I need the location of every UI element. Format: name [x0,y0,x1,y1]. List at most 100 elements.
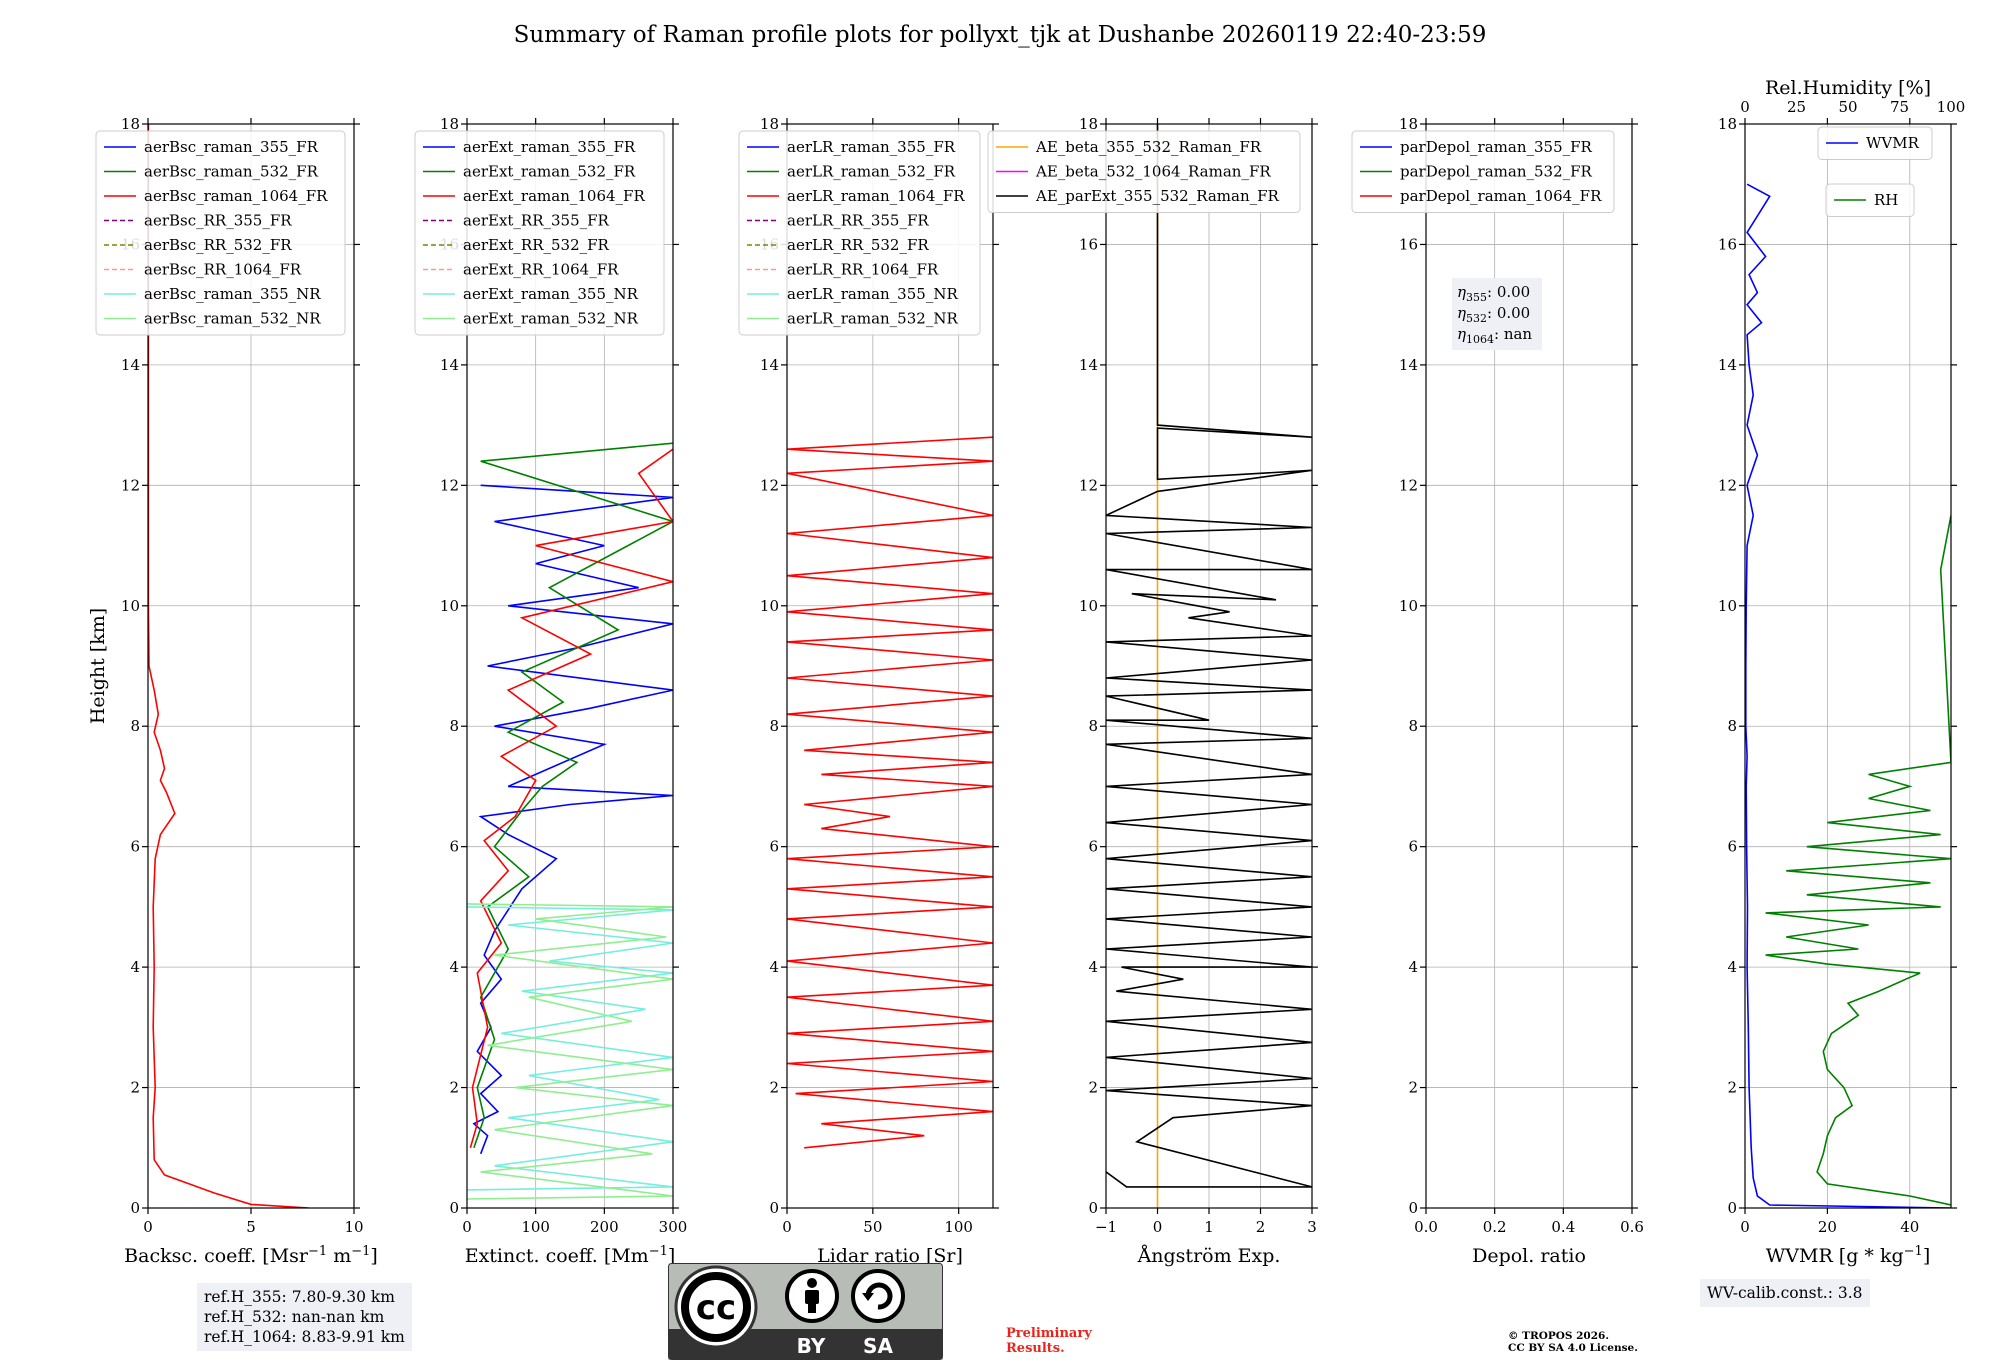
y-tick-label: 4 [449,958,459,976]
legend-label: WVMR [1866,134,1920,152]
eta-532: η532: 0.00 [1457,304,1530,325]
legend-frame [1351,130,1615,213]
y-tick-label: 2 [449,1079,459,1097]
x-tick-label: 300 [659,1218,688,1236]
legend-label: aerExt_raman_355_NR [463,285,639,303]
y-tick-label: 14 [440,356,459,374]
top-x-tick-label: 25 [1787,98,1806,116]
series-line-aerExt_raman_532_FR [473,442,673,1149]
x-tick-label: 0.2 [1483,1218,1507,1236]
x-tick-label: −1 [1095,1218,1117,1236]
legend-label: aerLR_raman_355_FR [787,138,956,156]
series-line-AE_parExt_355_532_Raman_FR [1106,124,1312,1188]
figure-title: Summary of Raman profile plots for polly… [513,22,1487,48]
x-tick-label: 0.0 [1414,1218,1438,1236]
series-group [1745,183,1951,1208]
panel-depol: 0.0 0.2 0.4 0.6 0 2 4 6 8 10 12 14 16 18 Depol. ratio p… [1351,115,1644,1267]
y-tick-label: 10 [760,597,779,615]
y-tick-label: 2 [1727,1079,1737,1097]
y-tick-label: 2 [1088,1079,1098,1097]
y-tick-label: 8 [1727,717,1737,735]
preliminary-line-2: Results. [1006,1341,1065,1356]
y-tick-label: 6 [1408,838,1418,856]
legend-label: aerBsc_raman_1064_FR [144,187,328,205]
copyright-line-1: © TROPOS 2026. [1508,1330,1610,1342]
x-tick-label: 10 [344,1218,363,1236]
y-tick-label: 16 [1399,235,1418,253]
series-line-aerBsc_raman_1064_FR [148,124,309,1208]
series-line-aerExt_raman_532_NR [467,903,673,1200]
x-tick-label: 3 [1307,1218,1317,1236]
legend: WVMR [1817,126,1933,160]
series-group [467,442,673,1200]
legend-label: parDepol_raman_532_FR [1400,163,1593,181]
legend-label: aerExt_RR_1064_FR [463,261,619,279]
series-line-aerExt_raman_1064_FR [469,448,673,1149]
legend-label: AE_beta_532_1064_Raman_FR [1035,163,1271,181]
x-tick-label: 0.4 [1551,1218,1575,1236]
legend-label: aerBsc_raman_532_NR [144,310,321,328]
legend: parDepol_raman_355_FR parDepol_raman_532_… [1351,130,1615,213]
x-tick-label: 200 [590,1218,619,1236]
legend-label: aerLR_raman_1064_FR [787,187,965,205]
plot-frame [466,123,674,1209]
eta-box [1452,278,1542,350]
y-tick-label: 4 [1727,958,1737,976]
y-tick-label: 4 [769,958,779,976]
eta-355: η355: 0.00 [1457,283,1530,304]
legend-label: aerExt_RR_355_FR [463,212,610,230]
y-tick-label: 4 [1408,958,1418,976]
x-tick-label: 100 [521,1218,550,1236]
y-tick-label: 2 [1408,1079,1418,1097]
wv-calib-const: WV-calib.const.: 3.8 [1707,1284,1863,1302]
y-tick-label: 10 [440,597,459,615]
y-tick-label: 14 [1718,356,1737,374]
legend-label: parDepol_raman_355_FR [1400,138,1593,156]
y-tick-label: 8 [769,717,779,735]
y-tick-label: 10 [1399,597,1418,615]
plot-frame [786,123,994,1209]
y-tick-label: 2 [769,1079,779,1097]
y-tick-label: 4 [130,958,140,976]
legend-label: aerLR_RR_355_FR [787,212,929,230]
top-x-tick-label: 0 [1740,98,1750,116]
legend-label: parDepol_raman_1064_FR [1400,187,1602,205]
cc-sa-label: SA [863,1334,893,1358]
y-tick-label: 2 [130,1079,140,1097]
y-tick-label: 12 [440,476,459,494]
plot-frame [1744,123,1952,1209]
legend-label: aerExt_raman_532_NR [463,310,639,328]
series-line-aerExt_raman_355_FR [472,484,673,1155]
cc-by-label: BY [797,1334,826,1358]
copyright-note: © TROPOS 2026. CC BY SA 4.0 License. [1508,1330,1638,1354]
x-axis-label: WVMR [g * kg−1] [1766,1244,1930,1267]
y-tick-label: 8 [130,717,140,735]
legend-label: aerExt_raman_532_FR [463,163,636,181]
legend-label: aerLR_raman_532_NR [787,310,958,328]
legend-frame [1825,183,1915,217]
y-tick-label: 12 [1718,476,1737,494]
legend-rh: RH [1825,183,1915,217]
y-tick-label: 0 [1727,1199,1737,1217]
copyright-line-2: CC BY SA 4.0 License. [1508,1342,1638,1354]
y-tick-label: 10 [1079,597,1098,615]
preliminary-line-1: Preliminary [1006,1326,1092,1341]
x-tick-label: 100 [944,1218,973,1236]
top-x-tick-label: 50 [1838,98,1857,116]
panel-wv: 0 20 40 0 2 4 6 8 10 12 14 16 18 WVMR [g * kg−1] 0 25 50… [1718,77,1965,1267]
legend-label: aerLR_RR_1064_FR [787,261,939,279]
x-axis-label: Lidar ratio [Sr] [817,1245,963,1267]
x-tick-label: 1 [1204,1218,1214,1236]
panel-lr: 050100024681012141618Lidar ratio [Sr]aer… [738,115,999,1267]
x-axis-label: Depol. ratio [1472,1245,1586,1267]
legend-label: AE_beta_355_532_Raman_FR [1035,138,1262,156]
x-tick-label: 2 [1256,1218,1266,1236]
top-x-tick-label: 100 [1937,98,1966,116]
wv-calib-box: WV-calib.const.: 3.8 [1700,1279,1870,1307]
y-tick-label: 12 [1079,476,1098,494]
y-tick-label: 0 [130,1199,140,1217]
ref-h-1064: ref.H_1064: 8.83-9.91 km [204,1328,405,1346]
y-tick-label: 6 [1727,838,1737,856]
